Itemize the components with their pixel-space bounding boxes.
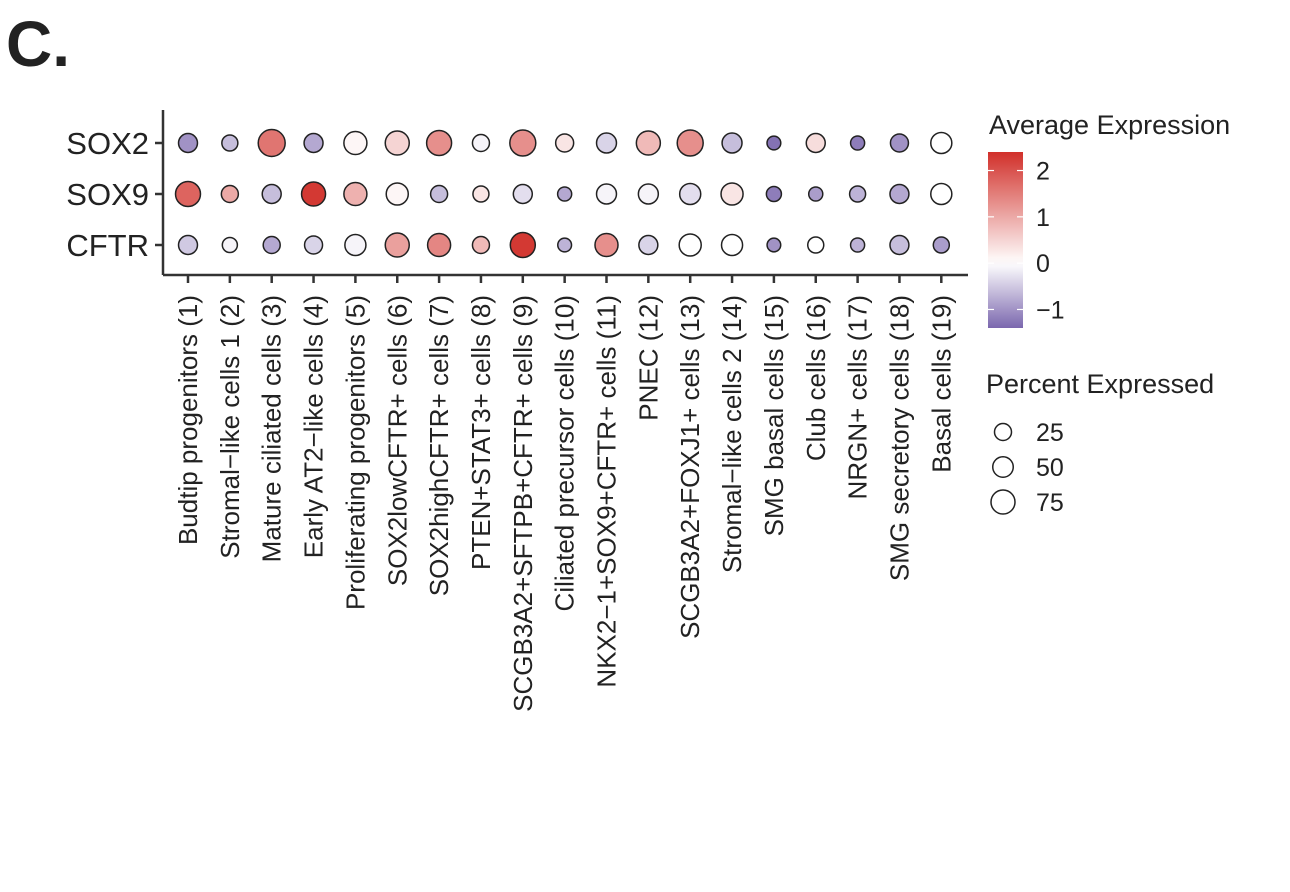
dot-cftr-18 [889, 234, 910, 256]
x-tick-label: PNEC (12) [633, 295, 663, 421]
color-tick-label: 1 [1036, 204, 1050, 232]
dot-sox9-4 [300, 181, 327, 207]
dot-sox2-7 [425, 129, 453, 157]
size-legend-circle [993, 422, 1013, 442]
size-legend-label: 25 [1036, 419, 1064, 447]
dot-cftr-7 [426, 232, 452, 258]
dot-sox2-13 [676, 129, 704, 157]
dot-cftr-3 [262, 235, 281, 255]
color-tick-label: 2 [1036, 158, 1050, 186]
dot-cftr-12 [638, 234, 659, 256]
legend: Average Expression 2 1 0 −1 Percent Express… [986, 110, 1230, 517]
dot-cftr-9 [509, 231, 537, 259]
dot-cftr-8 [471, 235, 491, 255]
panel-label: C. [6, 8, 70, 80]
dot-cftr-14 [720, 233, 744, 257]
dot-sox2-1 [177, 132, 199, 154]
dot-sox2-15 [766, 135, 782, 151]
dot-cftr-11 [594, 232, 619, 258]
dot-cftr-15 [766, 237, 782, 253]
dot-sox2-17 [849, 135, 866, 151]
dot-sox2-6 [384, 130, 410, 156]
x-tick-label: SMG basal cells (15) [759, 295, 789, 536]
x-tick-label: Ciliated precursor cells (10) [550, 295, 580, 611]
x-tick-label: SMG secretory cells (18) [884, 295, 914, 581]
x-tick-label: NRGN+ cells (17) [843, 295, 873, 499]
size-legend-circle [992, 456, 1014, 478]
x-tick-label: SCGB3A2+FOXJ1+ cells (13) [675, 295, 705, 639]
dot-sox2-12 [635, 130, 662, 156]
color-legend-title: Average Expression [989, 110, 1230, 140]
size-legend-label: 75 [1036, 489, 1064, 517]
dot-sox9-6 [385, 182, 410, 206]
x-tick-label: Stromal−like cells 1 (2) [215, 295, 245, 559]
dot-sox2-14 [721, 132, 743, 154]
x-tick-label: Budtip progenitors (1) [173, 295, 203, 545]
dot-sox9-17 [848, 185, 867, 203]
x-tick-label: SOX2highCFTR+ cells (7) [424, 295, 454, 596]
dot-cftr-5 [344, 233, 367, 257]
dot-sox9-10 [556, 186, 573, 202]
dot-sox2-9 [509, 129, 537, 157]
dot-cftr-17 [849, 237, 866, 253]
x-tick-label: SCGB3A2+SFTPB+CFTR+ cells (9) [508, 295, 538, 712]
dot-sox9-19 [930, 182, 953, 206]
x-tick-label: Mature ciliated cells (3) [257, 295, 287, 562]
y-tick-label: CFTR [66, 228, 149, 263]
dot-sox9-8 [472, 185, 490, 203]
dot-sox9-9 [512, 183, 534, 205]
x-tick-label: Basal cells (19) [926, 295, 956, 473]
dot-sox9-7 [429, 184, 449, 204]
dot-cftr-4 [303, 235, 324, 255]
size-legend-label: 50 [1036, 454, 1064, 482]
dot-sox2-5 [343, 130, 368, 156]
dot-sox9-15 [765, 185, 783, 203]
color-tick-label: −1 [1036, 296, 1065, 324]
dot-sox9-14 [720, 182, 744, 206]
x-tick-label: Early AT2−like cells (4) [299, 295, 329, 558]
dots [174, 128, 953, 259]
dot-sox2-4 [303, 132, 324, 154]
dot-cftr-6 [384, 232, 410, 258]
dot-sox9-2 [220, 184, 240, 204]
dot-cftr-1 [177, 234, 199, 256]
x-tick-labels: Budtip progenitors (1) Stromal−like cells… [173, 295, 956, 712]
color-tick-label: 0 [1036, 250, 1050, 278]
dot-sox2-19 [930, 131, 953, 155]
dot-sox2-2 [221, 134, 239, 152]
dot-cftr-13 [678, 233, 702, 257]
dot-cftr-19 [932, 236, 951, 254]
dot-sox9-5 [343, 181, 368, 207]
x-tick-label: Proliferating progenitors (5) [340, 295, 370, 610]
dot-sox2-18 [889, 133, 910, 153]
dot-sox9-3 [261, 183, 282, 205]
dot-sox2-3 [257, 128, 286, 158]
dot-sox9-13 [678, 182, 702, 206]
dot-sox2-16 [805, 132, 826, 154]
dot-sox2-8 [471, 133, 491, 153]
size-legend-circle [990, 489, 1016, 515]
x-tick-label: PTEN+STAT3+ cells (8) [466, 295, 496, 570]
y-tick-label: SOX2 [66, 126, 149, 161]
dot-sox9-16 [807, 186, 824, 202]
dot-sox9-11 [595, 183, 618, 205]
axes [155, 110, 968, 283]
x-tick-label: Stromal−like cells 2 (14) [717, 295, 747, 573]
dot-sox9-1 [174, 180, 202, 208]
y-tick-label: SOX9 [66, 177, 149, 212]
dot-cftr-2 [221, 236, 239, 254]
color-bar [988, 152, 1023, 328]
dot-cftr-16 [806, 236, 825, 254]
dot-sox2-11 [595, 132, 618, 154]
dot-cftr-10 [557, 237, 573, 253]
size-legend-title: Percent Expressed [986, 369, 1214, 399]
x-tick-label: SOX2lowCFTR+ cells (6) [382, 295, 412, 586]
dot-sox2-10 [554, 133, 575, 153]
x-tick-label: NKX2−1+SOX9+CFTR+ cells (11) [592, 295, 622, 688]
dot-sox9-18 [889, 183, 910, 205]
y-tick-labels: SOX2 SOX9 CFTR [66, 126, 149, 263]
dot-sox9-12 [637, 183, 660, 205]
x-tick-label: Club cells (16) [801, 295, 831, 461]
